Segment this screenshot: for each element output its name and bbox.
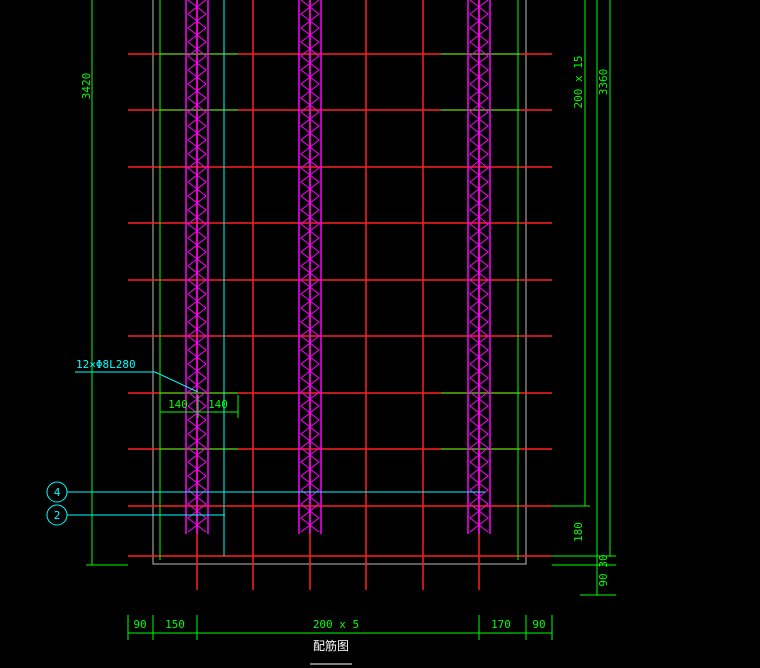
dim-text: 140 <box>208 398 228 411</box>
truss-web <box>300 0 320 533</box>
truss-web <box>469 0 489 533</box>
marker: 4 <box>54 486 61 499</box>
slab-outline <box>152 0 527 565</box>
truss-web <box>469 0 489 533</box>
dim-text: 170 <box>491 618 511 631</box>
dim-text: 200 x 5 <box>313 618 359 631</box>
dim-text: 3420 <box>80 73 93 100</box>
title: 配筋图 <box>313 638 349 653</box>
dim-text: 180 <box>572 522 585 542</box>
dim-text: 90 <box>532 618 545 631</box>
truss-web <box>300 0 320 533</box>
dim-text: 3360 <box>597 69 610 96</box>
dim-text: 150 <box>165 618 185 631</box>
dim-text: 30 <box>597 554 610 567</box>
truss-web <box>187 0 207 533</box>
marker: 2 <box>54 509 61 522</box>
truss-web <box>187 0 207 533</box>
dim-text: 140 <box>168 398 188 411</box>
dim-text: 90 <box>597 573 610 586</box>
trusses <box>185 0 491 534</box>
dimensions <box>86 0 616 665</box>
dim-text: 90 <box>133 618 146 631</box>
dim-text: 200 x 15 <box>572 56 585 109</box>
annotation: 12×Φ8L280 <box>76 358 136 371</box>
leaders <box>46 0 485 556</box>
